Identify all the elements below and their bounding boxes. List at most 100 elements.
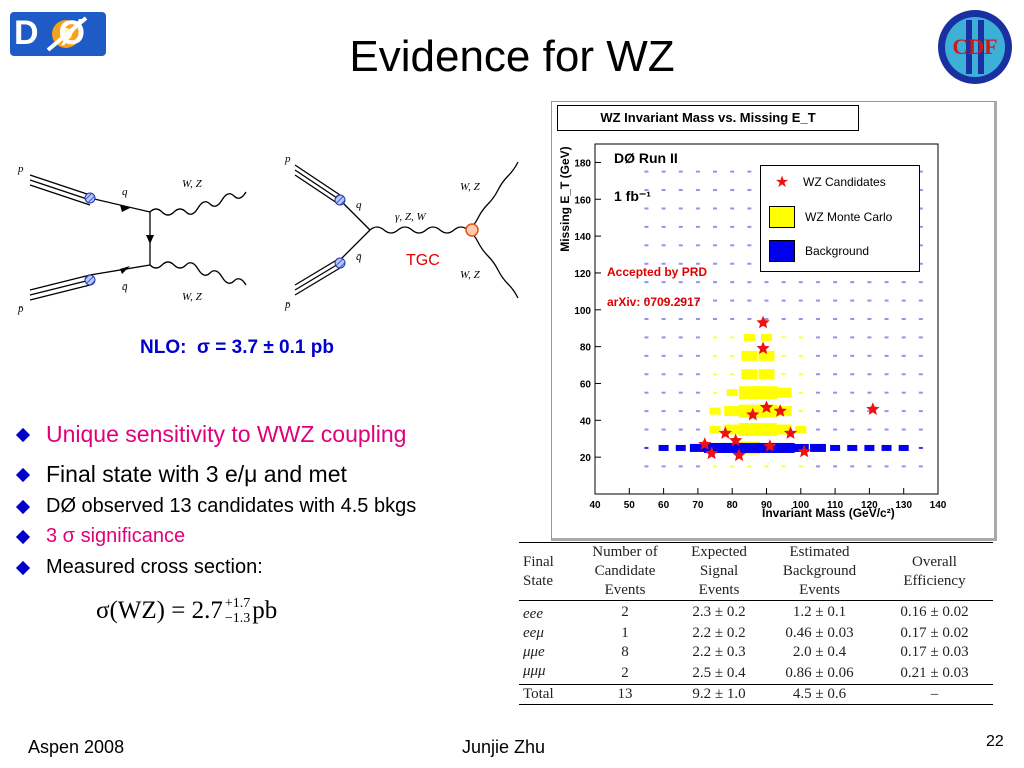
grid-dot — [901, 410, 906, 413]
legend-background: Background — [805, 244, 870, 258]
grid-dot — [713, 170, 718, 173]
grid-dot — [884, 428, 889, 431]
grid-dot — [713, 189, 718, 192]
y-tick-label: 180 — [574, 158, 591, 169]
bkg-box — [792, 443, 809, 452]
bkg-box — [898, 444, 909, 451]
grid-dot — [713, 391, 718, 394]
y-tick-label: 40 — [580, 416, 592, 427]
grid-dot — [747, 189, 752, 192]
grid-dot — [884, 354, 889, 357]
bullet-diamond-icon — [15, 499, 31, 514]
grid-dot — [730, 318, 735, 320]
grid-dot — [713, 318, 718, 320]
mc-swatch — [769, 206, 795, 228]
grid-dot — [901, 299, 906, 302]
grid-dot — [713, 262, 718, 265]
bkg-swatch — [769, 240, 795, 262]
grid-dot — [867, 391, 872, 394]
y-tick-label: 80 — [580, 343, 592, 354]
bkg-box — [847, 444, 858, 451]
grid-dot — [833, 373, 838, 376]
x-tick-label: 100 — [792, 500, 809, 511]
grid-dot — [695, 225, 700, 228]
grid-dot — [815, 318, 820, 320]
nlo-cross-section: NLO: σ = 3.7 ± 0.1 pb — [140, 337, 334, 358]
results-table-wrap: Final State Number of Candidate Events E… — [519, 542, 993, 705]
grid-dot — [867, 465, 872, 468]
grid-dot — [815, 299, 820, 302]
grid-dot — [815, 465, 820, 468]
grid-dot — [781, 281, 786, 284]
x-tick-label: 50 — [624, 500, 636, 511]
grid-dot — [833, 428, 838, 431]
grid-dot — [678, 336, 683, 339]
grid-dot — [798, 281, 803, 284]
grid-dot — [713, 207, 718, 210]
grid-dot — [695, 336, 700, 339]
x-tick-label: 130 — [895, 500, 912, 511]
right-q: q — [356, 199, 362, 211]
mc-box — [761, 333, 772, 341]
table-row: eee 2 2.3 ± 0.2 1.2 ± 0.1 0.16 ± 0.02 — [523, 604, 969, 622]
grid-dot — [678, 318, 683, 320]
grid-dot — [661, 373, 666, 376]
grid-dot — [798, 354, 803, 357]
grid-dot — [850, 410, 855, 413]
bkg-box — [721, 442, 744, 453]
grid-dot — [678, 373, 683, 376]
grid-dot — [781, 299, 786, 302]
mc-box — [775, 387, 792, 398]
grid-dot — [644, 391, 649, 394]
bkg-box — [881, 444, 892, 451]
grid-dot — [798, 318, 803, 320]
grid-dot — [730, 189, 735, 192]
mc-box — [756, 404, 777, 418]
x-tick-label: 60 — [658, 500, 670, 511]
grid-dot — [730, 354, 735, 357]
grid-dot — [781, 336, 786, 339]
x-tick-label: 140 — [930, 500, 947, 511]
grid-dot — [678, 465, 683, 468]
grid-dot — [695, 410, 700, 413]
grid-dot — [695, 428, 700, 431]
d0-logo-text: DØ — [14, 14, 105, 52]
plot-run-label: DØ Run II — [614, 150, 678, 166]
left-q: q — [122, 186, 128, 198]
right-gzw: γ, Z, W — [395, 211, 426, 223]
bkg-box — [864, 444, 875, 451]
left-qbar: q̄ — [122, 281, 128, 293]
cross-section-formula: σ(WZ) = 2.7 +1.7 −1.3 pb — [96, 596, 278, 626]
grid-dot — [747, 281, 752, 284]
grid-dot — [781, 465, 786, 468]
left-wz-top: W, Z — [182, 178, 203, 190]
grid-dot — [901, 281, 906, 284]
x-tick-label: 80 — [727, 500, 739, 511]
grid-dot — [644, 225, 649, 228]
footer-left: Aspen 2008 — [28, 737, 125, 757]
grid-dot — [730, 336, 735, 339]
grid-dot — [850, 336, 855, 339]
grid-dot — [850, 354, 855, 357]
grid-dot — [918, 465, 923, 468]
left-pbar: p̄ — [17, 303, 24, 315]
mc-box — [741, 350, 758, 361]
page-number: 22 — [986, 733, 1004, 750]
grid-dot — [661, 428, 666, 431]
candidate-star — [698, 437, 712, 450]
grid-dot — [884, 299, 889, 302]
d0-logo: DØ — [8, 8, 108, 60]
left-p: p — [17, 163, 24, 175]
grid-dot — [644, 262, 649, 265]
grid-dot — [661, 281, 666, 284]
mc-box — [775, 424, 792, 435]
grid-dot — [661, 465, 666, 468]
grid-dot — [884, 391, 889, 394]
grid-dot — [661, 391, 666, 394]
grid-dot — [850, 391, 855, 394]
grid-dot — [901, 373, 906, 376]
grid-dot — [730, 281, 735, 284]
grid-dot — [730, 262, 735, 265]
mc-box — [758, 350, 775, 361]
grid-dot — [644, 410, 649, 413]
